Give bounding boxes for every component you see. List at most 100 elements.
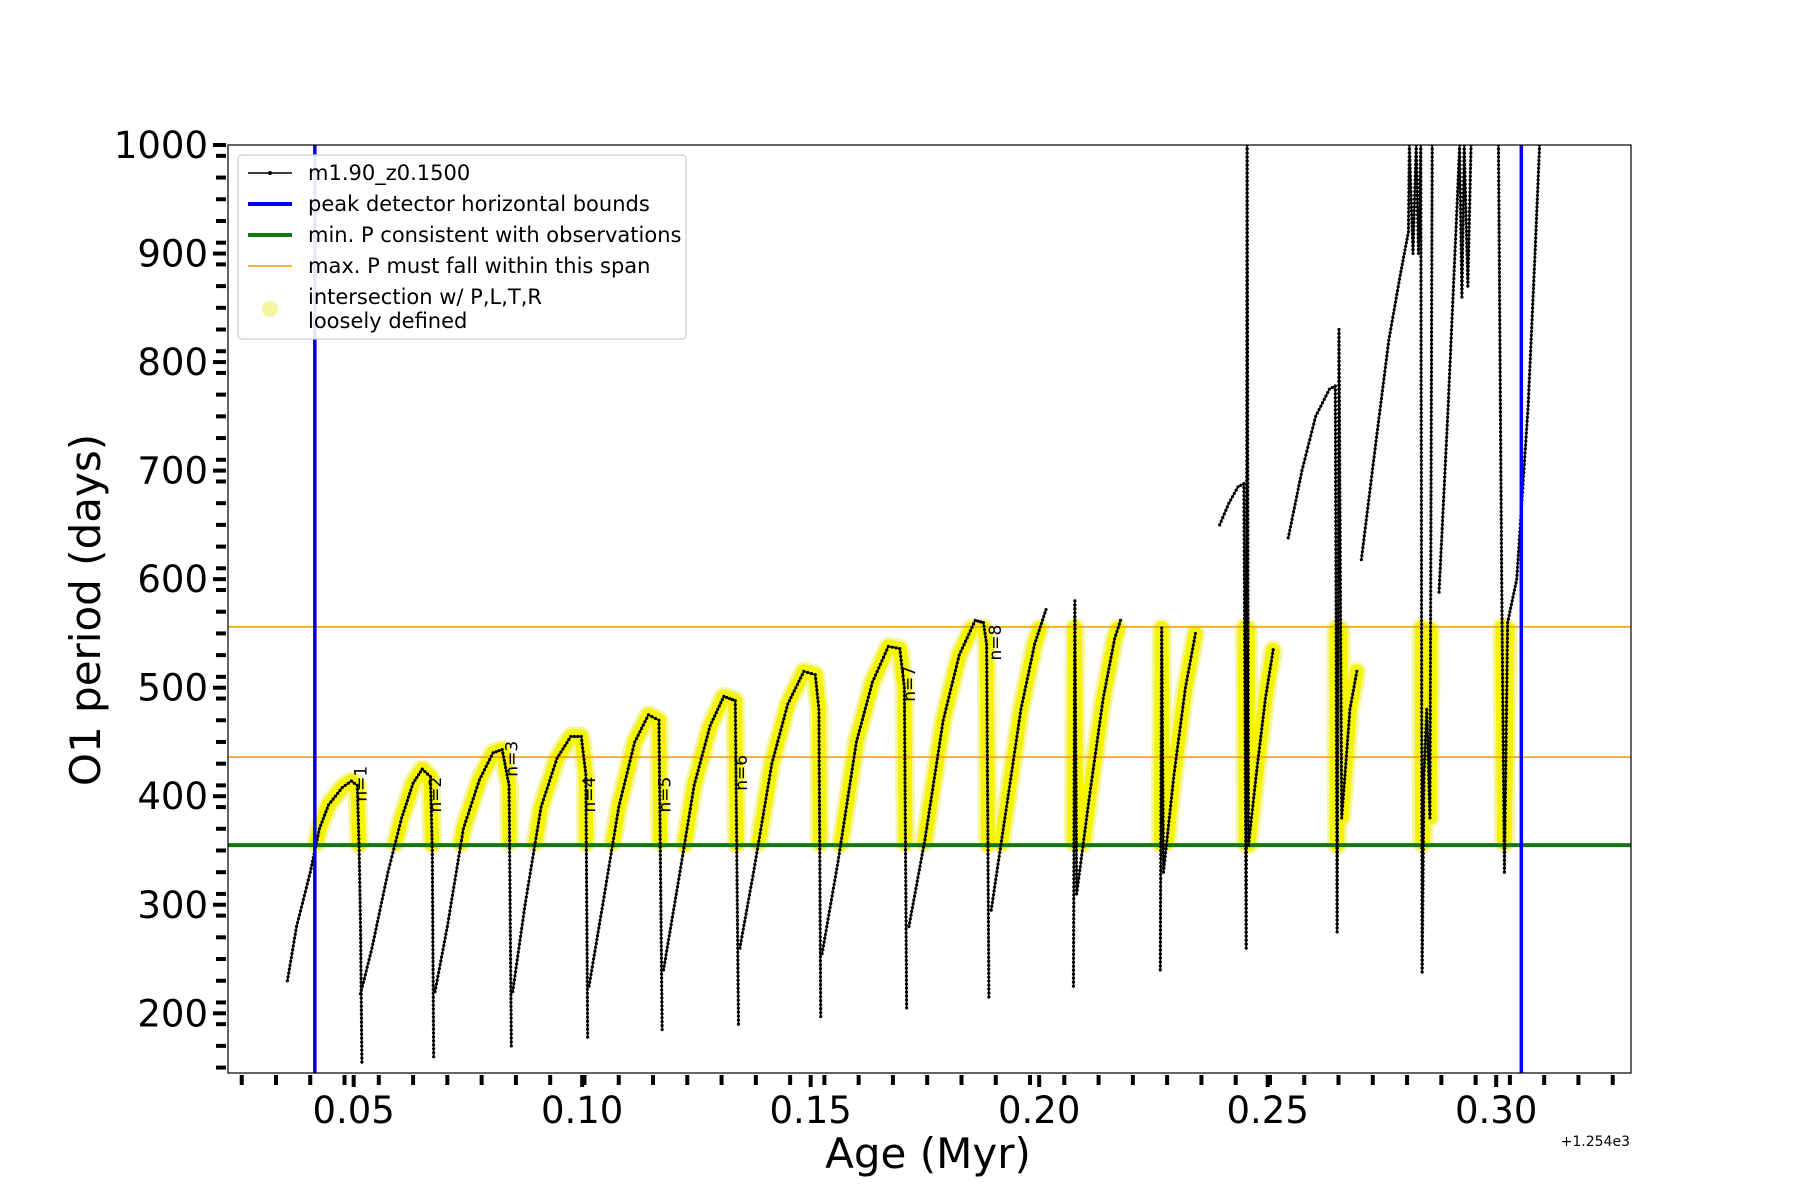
- series-point: [338, 788, 342, 793]
- series-point: [360, 1040, 364, 1044]
- series-point: [488, 757, 492, 762]
- series-point: [443, 936, 447, 940]
- series-point: [448, 909, 452, 913]
- series-point: [447, 913, 451, 917]
- series-point: [431, 1039, 436, 1043]
- series-point: [508, 850, 512, 855]
- series-point: [430, 872, 435, 876]
- series-point: [374, 927, 378, 931]
- series-point: [309, 866, 313, 871]
- series-point: [360, 1048, 364, 1052]
- series-point: [359, 936, 363, 941]
- series-point: [477, 778, 481, 782]
- series-point: [508, 917, 512, 922]
- series-point: [359, 1028, 364, 1032]
- series-point: [392, 847, 396, 851]
- series-point: [357, 856, 361, 861]
- series-point: [446, 920, 450, 925]
- series-point: [317, 827, 322, 831]
- series-point: [430, 892, 435, 896]
- series-point: [320, 820, 324, 824]
- series-point: [369, 950, 373, 954]
- series-point: [292, 936, 297, 940]
- series-point: [450, 897, 454, 901]
- series-point: [449, 901, 453, 905]
- series-point: [376, 916, 380, 920]
- series-point: [308, 870, 312, 874]
- series-point: [431, 908, 435, 912]
- series-point: [430, 837, 434, 841]
- series-point: [365, 965, 369, 969]
- series-point: [445, 924, 449, 929]
- series-point: [323, 813, 327, 817]
- series-point: [360, 1044, 364, 1048]
- series-point: [442, 940, 447, 944]
- series-point: [430, 864, 434, 868]
- series-point: [389, 858, 393, 863]
- series-point: [375, 919, 380, 924]
- series-point: [399, 820, 403, 824]
- series-point: [359, 976, 363, 980]
- series-point: [387, 866, 391, 870]
- series-point: [359, 1020, 364, 1024]
- series-point: [386, 870, 390, 874]
- series-point: [431, 1023, 436, 1027]
- series-point: [508, 937, 513, 941]
- series-point: [382, 889, 386, 893]
- series-point: [357, 837, 361, 841]
- series-point: [508, 894, 512, 898]
- series-point: [437, 967, 441, 971]
- series-point: [431, 979, 435, 983]
- series-point: [431, 948, 435, 952]
- series-point: [431, 936, 435, 940]
- series-point: [359, 948, 363, 953]
- series-point: [396, 831, 400, 836]
- series-point: [432, 1055, 436, 1059]
- series-point: [400, 816, 404, 820]
- series-point: [325, 806, 329, 810]
- series-point: [346, 781, 350, 785]
- series-point: [296, 917, 301, 921]
- series-point: [508, 933, 512, 937]
- series-point: [359, 996, 363, 1000]
- series-point: [358, 908, 362, 913]
- series-point: [508, 870, 512, 874]
- series-point: [294, 928, 298, 932]
- series-point: [357, 868, 362, 873]
- series-point: [431, 928, 435, 932]
- series-point: [509, 977, 513, 981]
- series-point: [357, 872, 362, 877]
- series-point: [373, 931, 377, 935]
- series-point: [358, 884, 362, 889]
- series-point: [433, 989, 437, 994]
- series-point: [471, 797, 475, 801]
- series-point: [472, 793, 477, 797]
- series-point: [507, 787, 511, 791]
- series-point: [305, 882, 309, 886]
- series-point: [467, 808, 472, 812]
- series-point: [384, 878, 388, 882]
- series-point: [489, 754, 493, 758]
- series-point: [358, 888, 362, 893]
- series-point: [403, 805, 407, 810]
- series-point: [431, 1047, 436, 1051]
- series-point: [451, 889, 455, 893]
- series-point: [431, 924, 435, 928]
- series-point: [358, 924, 363, 929]
- series-point: [379, 904, 383, 908]
- series-point: [430, 856, 434, 861]
- series-point: [358, 992, 363, 996]
- series-point: [343, 783, 347, 787]
- series-point: [430, 852, 434, 857]
- series-point: [440, 951, 444, 955]
- series-point: [364, 969, 368, 973]
- series-point: [359, 1000, 363, 1004]
- series-point: [363, 973, 367, 977]
- series-point: [359, 1008, 363, 1012]
- series-point: [452, 881, 456, 886]
- series-point: [289, 959, 293, 963]
- series-point: [287, 971, 291, 975]
- series-point: [507, 819, 511, 823]
- series-point: [431, 1027, 436, 1031]
- series-point: [430, 884, 435, 888]
